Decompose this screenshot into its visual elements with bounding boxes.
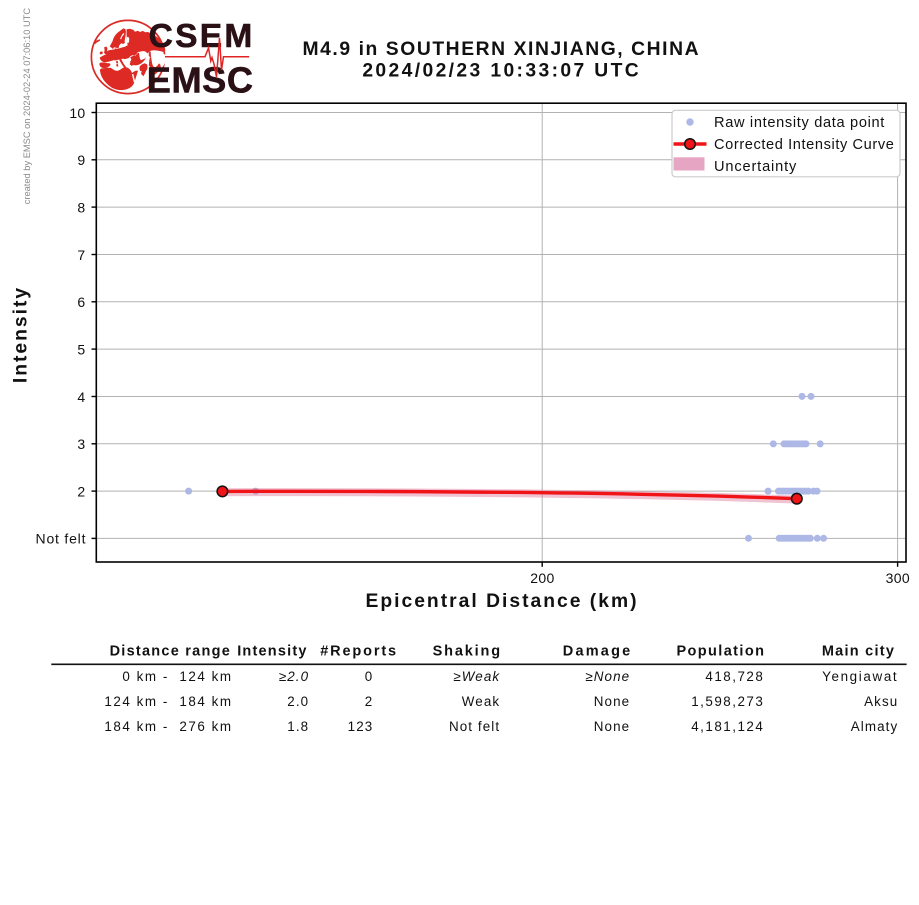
- svg-text:Damage: Damage: [563, 643, 633, 659]
- svg-text:124 km - 184 km: 124 km - 184 km: [104, 694, 232, 709]
- svg-text:Epicentral Distance (km): Epicentral Distance (km): [365, 591, 638, 612]
- svg-text:2024/02/23 10:33:07 UTC: 2024/02/23 10:33:07 UTC: [362, 60, 641, 81]
- svg-text:Almaty: Almaty: [851, 719, 899, 734]
- svg-text:10: 10: [69, 105, 85, 121]
- svg-text:created by EMSC on 2024-02-24: created by EMSC on 2024-02-24 07:06:10 U…: [22, 8, 32, 205]
- svg-text:≥Weak: ≥Weak: [453, 669, 500, 684]
- svg-text:Distance range: Distance range: [110, 643, 231, 659]
- svg-text:8: 8: [77, 199, 85, 215]
- svg-text:Yengiawat: Yengiawat: [822, 669, 898, 684]
- svg-text:300: 300: [886, 570, 910, 586]
- svg-text:≥None: ≥None: [585, 669, 630, 684]
- svg-text:200: 200: [530, 570, 554, 586]
- svg-text:Intensity: Intensity: [11, 286, 32, 383]
- svg-text:5: 5: [77, 341, 85, 357]
- svg-text:Uncertainty: Uncertainty: [714, 159, 797, 175]
- svg-text:0 km - 124 km: 0 km - 124 km: [122, 669, 232, 684]
- svg-text:None: None: [594, 719, 630, 734]
- svg-text:Raw intensity data point: Raw intensity data point: [714, 115, 885, 131]
- svg-text:418,728: 418,728: [705, 669, 764, 684]
- svg-text:1,598,273: 1,598,273: [691, 694, 764, 709]
- svg-text:4: 4: [77, 389, 85, 405]
- svg-text:CSEM: CSEM: [149, 18, 255, 55]
- svg-text:4,181,124: 4,181,124: [691, 719, 764, 734]
- svg-text:Not felt: Not felt: [449, 719, 500, 734]
- svg-text:2.0: 2.0: [287, 694, 309, 709]
- svg-text:6: 6: [77, 294, 85, 310]
- svg-text:Population: Population: [676, 643, 765, 659]
- svg-text:123: 123: [348, 719, 374, 734]
- svg-text:Weak: Weak: [462, 694, 500, 709]
- svg-text:None: None: [594, 694, 630, 709]
- svg-text:7: 7: [77, 247, 85, 263]
- svg-text:2: 2: [77, 483, 85, 499]
- svg-text:M4.9 in SOUTHERN XINJIANG, CHI: M4.9 in SOUTHERN XINJIANG, CHINA: [302, 39, 700, 60]
- svg-text:EMSC: EMSC: [147, 60, 254, 101]
- svg-text:1.8: 1.8: [287, 719, 309, 734]
- svg-text:184 km - 276 km: 184 km - 276 km: [104, 719, 232, 734]
- svg-text:≥2.0: ≥2.0: [279, 669, 309, 684]
- svg-text:#Reports: #Reports: [320, 643, 398, 659]
- svg-text:9: 9: [77, 152, 85, 168]
- svg-text:3: 3: [77, 436, 85, 452]
- svg-text:Not felt: Not felt: [36, 531, 87, 547]
- svg-text:Corrected Intensity Curve: Corrected Intensity Curve: [714, 137, 894, 153]
- svg-text:Main city: Main city: [822, 643, 895, 659]
- svg-text:Aksu: Aksu: [864, 694, 898, 709]
- svg-text:Shaking: Shaking: [433, 643, 502, 659]
- svg-text:Intensity: Intensity: [237, 643, 307, 659]
- svg-text:2: 2: [365, 694, 374, 709]
- svg-text:0: 0: [365, 669, 374, 684]
